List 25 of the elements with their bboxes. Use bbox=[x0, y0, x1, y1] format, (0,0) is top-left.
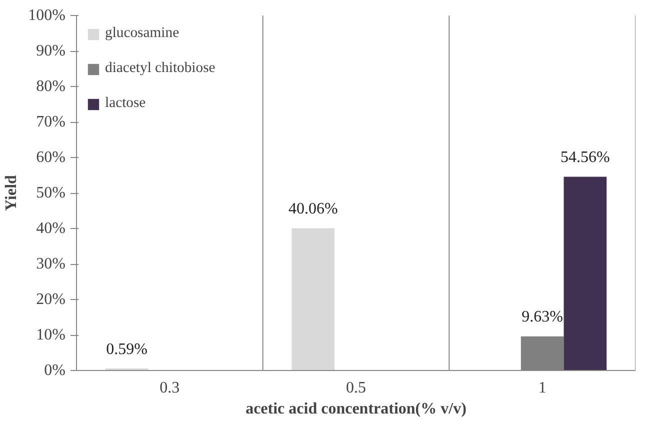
y-tick-label: 40% bbox=[36, 220, 66, 237]
y-tick-label: 10% bbox=[36, 326, 66, 344]
y-tick-label: 90% bbox=[36, 42, 66, 60]
x-axis-title: acetic acid concentration(% v/v) bbox=[246, 400, 466, 418]
bar bbox=[292, 228, 335, 370]
legend-label: glucosamine bbox=[105, 25, 180, 42]
y-tick-label: 100% bbox=[28, 7, 66, 24]
legend-label: diacetyl chitobiose bbox=[105, 60, 216, 77]
y-tick-label: 80% bbox=[36, 78, 66, 95]
y-tick-label: 0% bbox=[44, 362, 66, 379]
x-tick-label: 0.3 bbox=[160, 380, 180, 396]
y-tick-label: 30% bbox=[36, 256, 66, 272]
data-label: 54.56% bbox=[560, 149, 610, 166]
y-tick-label: 70% bbox=[36, 114, 66, 130]
y-tick-label: 60% bbox=[36, 149, 66, 166]
data-label: 40.06% bbox=[288, 200, 338, 218]
data-label: 0.59% bbox=[106, 340, 148, 358]
x-tick-label: 1 bbox=[538, 380, 546, 396]
y-tick-label: 50% bbox=[36, 184, 66, 202]
bar bbox=[564, 176, 607, 370]
x-tick-label: 0.5 bbox=[346, 380, 366, 396]
legend-label: lactose bbox=[105, 95, 147, 112]
y-axis-title: Yield bbox=[3, 174, 20, 211]
data-label: 9.63% bbox=[522, 308, 563, 326]
y-tick-label: 20% bbox=[36, 291, 66, 308]
